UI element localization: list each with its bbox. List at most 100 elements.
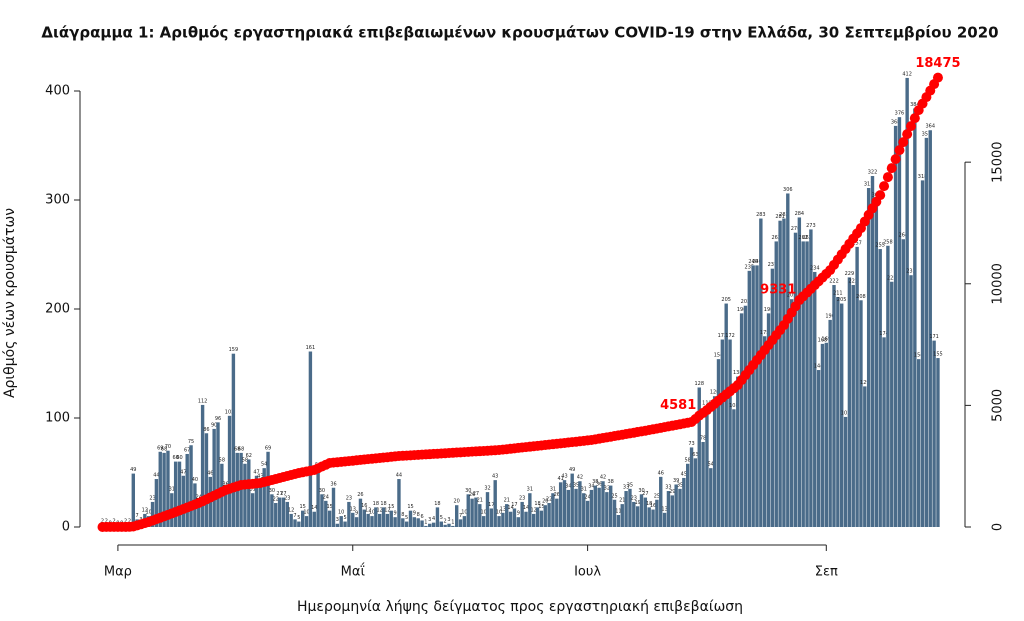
bar (185, 453, 189, 527)
bar-value-label: 26 (357, 492, 363, 498)
bar-value-label: 46 (658, 470, 664, 476)
bar (370, 516, 374, 527)
bar-value-label: 21 (504, 498, 510, 504)
bar (331, 487, 336, 527)
bar-value-label: 9 (517, 511, 520, 517)
bar (924, 137, 929, 527)
bar-value-label: 21 (619, 498, 625, 504)
bar-value-label: 44 (396, 473, 402, 479)
bar (847, 277, 852, 527)
y2-tick-label: 10000 (991, 263, 1006, 304)
line-point (886, 163, 897, 174)
bar-value-label: 17 (511, 502, 517, 508)
bar (920, 180, 925, 527)
bar (558, 482, 563, 527)
bar (339, 516, 343, 527)
y2-tick-label: 0 (991, 523, 1006, 531)
bar (297, 521, 301, 527)
bar-value-label: 54 (708, 462, 714, 468)
line-point (898, 137, 909, 148)
bar (351, 512, 355, 527)
bar (431, 522, 436, 527)
bar-value-label: 20 (542, 499, 548, 505)
line-point (906, 121, 916, 132)
bar (582, 493, 586, 527)
bar-value-label: 12 (384, 507, 390, 513)
bar-value-label: 9 (394, 511, 397, 517)
bar (274, 503, 278, 527)
bar-value-label: 13 (500, 506, 506, 512)
bar-value-label: 23 (519, 495, 525, 501)
bar-value-label: 1 (424, 519, 427, 525)
bar-value-label: 23 (346, 495, 352, 501)
bar (609, 485, 613, 527)
bar-value-label: 15 (326, 504, 332, 510)
bar-value-label: 24 (323, 494, 329, 500)
bar (816, 370, 821, 527)
bar-value-label: 262 (771, 235, 781, 241)
bar (870, 176, 875, 527)
bar (547, 503, 551, 527)
bar (593, 485, 597, 527)
y-tick-label: 100 (45, 411, 70, 426)
bar (686, 463, 690, 527)
bar (705, 407, 709, 527)
bar-value-label: 8 (417, 512, 420, 518)
x-tick-label: Μαΐ (341, 564, 366, 580)
bar-value-label: 16 (361, 503, 367, 509)
bar-value-label: 36 (596, 481, 602, 487)
bar-value-label: 376 (895, 111, 905, 117)
bar (381, 507, 386, 527)
bar-value-label: 5 (405, 515, 408, 521)
bar (813, 271, 817, 527)
bar-value-label: 27 (642, 491, 648, 497)
bar-value-label: 14 (311, 505, 317, 511)
bar (304, 516, 309, 527)
bar (493, 480, 497, 527)
bar-value-label: 258 (883, 239, 893, 245)
bar-value-label: 26 (554, 492, 560, 498)
bar (320, 494, 324, 527)
bar-value-label: 6 (420, 514, 423, 520)
bar-value-label: 43 (492, 474, 498, 480)
bar (243, 463, 247, 527)
bar-value-label: 3 (428, 517, 431, 523)
bar (312, 511, 316, 527)
y2-tick-label: 5000 (991, 389, 1006, 422)
bar-value-label: 3 (447, 517, 450, 523)
bar-value-label: 2 (101, 518, 104, 524)
bar (763, 336, 767, 527)
bar (378, 513, 382, 527)
bar (181, 475, 186, 527)
bar-value-label: 70 (165, 444, 171, 450)
bar (285, 501, 289, 527)
point-annotation: 4581 (660, 398, 696, 413)
bar-value-label: 15 (538, 504, 544, 510)
bar-value-label: 255 (875, 243, 885, 249)
bar (335, 523, 340, 527)
bar (651, 509, 655, 527)
bar-value-label: 58 (685, 457, 691, 463)
bar-value-label: 161 (306, 345, 316, 351)
bar-value-label: 60 (176, 455, 182, 461)
bar-value-label: 31 (527, 487, 533, 493)
y-axis-label: Αριθμός νέων κρουσμάτων (2, 208, 18, 398)
bar (759, 218, 763, 527)
bar (404, 521, 409, 527)
bar-value-label: 9 (355, 511, 358, 517)
bar-value-label: 19 (634, 500, 640, 506)
line-point (879, 181, 890, 192)
bar-value-label: 32 (484, 486, 490, 492)
bar-value-label: 174 (879, 331, 889, 337)
bar-value-label: 196 (737, 307, 747, 313)
bar (293, 519, 297, 527)
bar-value-label: 154 (914, 353, 924, 359)
bar-value-label: 129 (860, 380, 870, 386)
bar (416, 518, 420, 527)
bar (374, 507, 378, 527)
bar-value-label: 384 (910, 102, 920, 108)
bar (412, 517, 417, 527)
bar (401, 518, 405, 527)
bar-value-label: 18 (434, 501, 440, 507)
x-tick-label: Ιουλ (574, 565, 601, 580)
